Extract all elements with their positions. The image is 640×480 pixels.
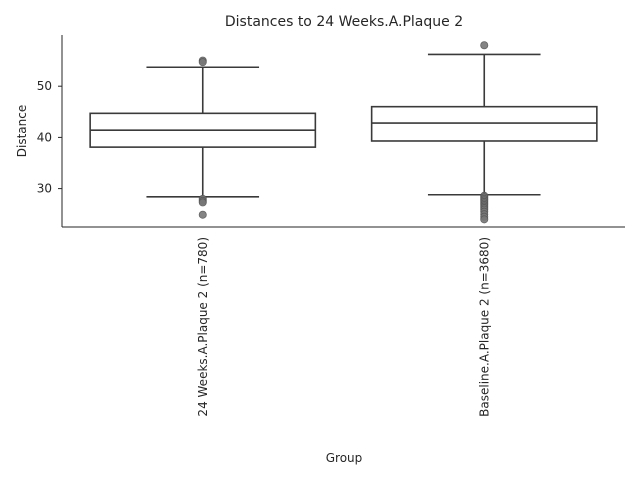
box-group	[89, 56, 317, 219]
boxes	[89, 41, 598, 224]
y-tick-label: 50	[37, 79, 52, 93]
y-axis-label: Distance	[15, 105, 29, 157]
x-axis-label: Group	[326, 451, 363, 465]
y-axis-label-group: Distance	[15, 105, 29, 157]
outlier-point	[480, 41, 489, 50]
outlier-point	[480, 215, 489, 224]
outlier-point	[198, 58, 207, 67]
box-group	[370, 41, 598, 224]
y-tick-label: 30	[37, 182, 52, 196]
y-tick-label: 40	[37, 130, 52, 144]
y-ticks: 30 40 50	[37, 79, 62, 196]
outlier-point	[198, 198, 207, 207]
chart-title: Distances to 24 Weeks.A.Plaque 2	[225, 14, 463, 30]
x-tick-label: Baseline.A.Plaque 2 (n=3680)	[477, 237, 491, 417]
x-tick-label: 24 Weeks.A.Plaque 2 (n=780)	[196, 237, 210, 417]
x-ticks: 24 Weeks.A.Plaque 2 (n=780) Baseline.A.Pl…	[196, 237, 492, 417]
outlier-point	[198, 210, 207, 219]
